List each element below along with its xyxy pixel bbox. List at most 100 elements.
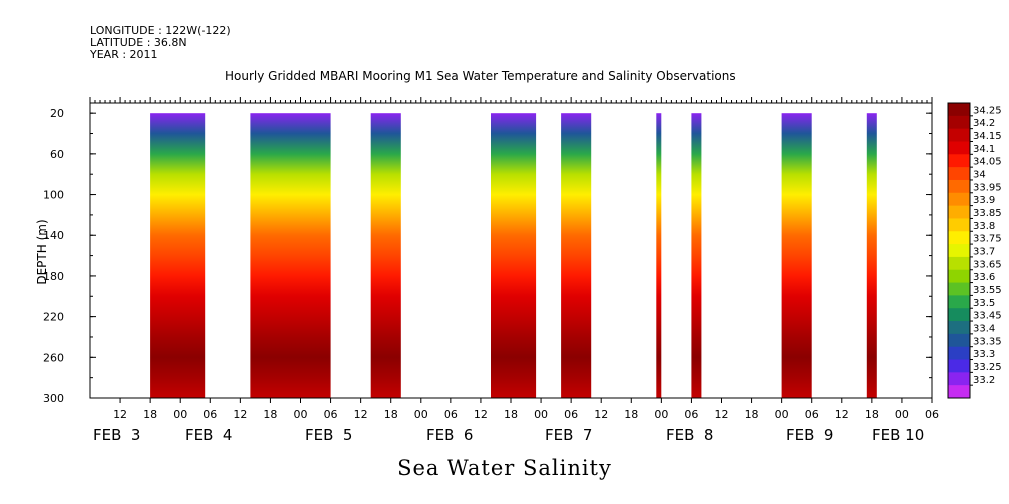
x-tick-label: 06: [324, 408, 338, 421]
axes: 12 18 00 06 12 18 00 06 12 18 00 06 12 18 00 06 12 18 00 06…: [43, 97, 939, 444]
colorbar-level-label: 34.05: [973, 157, 1002, 168]
x-tick-label: 12: [835, 408, 849, 421]
x-tick-label: 18: [384, 408, 398, 421]
y-tick-label: 100: [43, 189, 64, 202]
x-tick-label: 00: [173, 408, 187, 421]
colorbar-swatch: [948, 346, 970, 361]
colorbar-level-label: 33.3: [973, 349, 995, 360]
x-tick-label: 18: [143, 408, 157, 421]
colorbar-level-label: 33.6: [973, 272, 995, 283]
x-tick-label: 06: [925, 408, 939, 421]
chart-title: Hourly Gridded MBARI Mooring M1 Sea Wate…: [225, 69, 736, 83]
x-tick-label: 18: [263, 408, 277, 421]
colorbar-swatch: [948, 231, 970, 245]
x-tick-label: 12: [594, 408, 608, 421]
x-tick-label: 12: [233, 408, 247, 421]
colorbar-level-label: 33.2: [973, 375, 995, 386]
observation-band-2: [250, 113, 331, 398]
colorbar-level-label: 34.15: [973, 131, 1002, 142]
y-tick-label: 220: [43, 311, 64, 324]
colorbar-swatch: [948, 154, 970, 168]
x-day-label: FEB 8: [666, 426, 713, 444]
x-tick-label: 18: [624, 408, 638, 421]
x-tick-label: 00: [414, 408, 428, 421]
observation-band-8: [781, 113, 812, 398]
colorbar-swatch: [948, 321, 970, 335]
observation-band-7: [691, 113, 702, 398]
x-day-label: FEB 9: [786, 426, 833, 444]
x-tick-label: 06: [203, 408, 217, 421]
colorbar-level-label: 33.9: [973, 195, 995, 206]
x-tick-label: 18: [865, 408, 879, 421]
x-day-label: FEB 10: [872, 426, 924, 444]
y-tick-label: 300: [43, 392, 64, 405]
x-tick-label: 00: [654, 408, 668, 421]
observation-band-1: [150, 113, 206, 398]
colorbar-swatch: [948, 333, 970, 348]
colorbar-swatch: [948, 308, 970, 322]
longitude-label: LONGITUDE : 122W(-122): [90, 24, 231, 37]
colorbar-level-label: 33.25: [973, 362, 1002, 373]
observation-band-3: [370, 113, 401, 398]
colorbar-level-label: 33.55: [973, 285, 1002, 296]
y-tick-label: 140: [43, 229, 64, 242]
y-tick-label: 180: [43, 270, 64, 283]
salinity-bands: [150, 113, 877, 398]
colorbar-level-label: 33.75: [973, 234, 1002, 245]
x-tick-label: 06: [444, 408, 458, 421]
observation-band-5: [561, 113, 592, 398]
x-tick-label: 06: [684, 408, 698, 421]
x-tick-label: 18: [504, 408, 518, 421]
colorbar-level-label: 33.65: [973, 259, 1002, 270]
colorbar-level-label: 33.95: [973, 182, 1002, 193]
colorbar-swatch: [948, 295, 970, 309]
colorbar-swatch: [948, 115, 970, 130]
colorbar-level-label: 34.1: [973, 144, 995, 155]
colorbar-swatch: [948, 256, 970, 271]
colorbar-level-label: 34: [973, 170, 986, 181]
colorbar-level-label: 33.7: [973, 247, 995, 258]
colorbar-level-label: 33.45: [973, 311, 1002, 322]
colorbar-swatch: [948, 218, 970, 232]
colorbar-level-label: 33.5: [973, 298, 995, 309]
x-tick-label: 00: [895, 408, 909, 421]
observation-band-4: [491, 113, 537, 398]
colorbar-swatch: [948, 205, 970, 219]
colorbar-swatch: [948, 359, 970, 373]
colorbar-level-label: 34.25: [973, 105, 1002, 116]
colorbar-swatch: [948, 167, 970, 181]
x-day-label: FEB 6: [426, 426, 473, 444]
colorbar-swatch: [948, 244, 970, 258]
x-tick-label: 06: [805, 408, 819, 421]
colorbar-swatch: [948, 103, 970, 117]
colorbar-swatch: [948, 179, 970, 194]
observation-band-9: [866, 113, 877, 398]
colorbar-level-label: 33.35: [973, 336, 1002, 347]
colorbar-swatch: [948, 128, 970, 142]
y-tick-label: 60: [50, 148, 64, 161]
colorbar-swatch: [948, 282, 970, 296]
x-tick-label: 18: [745, 408, 759, 421]
x-tick-label: 12: [715, 408, 729, 421]
x-tick-label: 12: [113, 408, 127, 421]
colorbar-swatch: [948, 269, 970, 284]
x-tick-label: 00: [294, 408, 308, 421]
colorbar-swatch: [948, 141, 970, 155]
colorbar-swatch: [948, 385, 970, 399]
colorbar-level-label: 33.4: [973, 323, 995, 334]
x-day-label: FEB 7: [545, 426, 592, 444]
y-tick-label: 20: [50, 107, 64, 120]
colorbar-level-label: 34.2: [973, 118, 995, 129]
x-tick-label: 12: [354, 408, 368, 421]
y-tick-label: 260: [43, 351, 64, 364]
main-title: Sea Water Salinity: [397, 456, 612, 480]
observation-band-6: [656, 113, 662, 398]
latitude-label: LATITUDE : 36.8N: [90, 36, 187, 49]
x-day-label: FEB 3: [93, 426, 140, 444]
colorbar-level-label: 33.8: [973, 221, 995, 232]
colorbar-swatch: [948, 192, 970, 207]
colorbar-swatch: [948, 372, 970, 386]
x-tick-label: 00: [534, 408, 548, 421]
